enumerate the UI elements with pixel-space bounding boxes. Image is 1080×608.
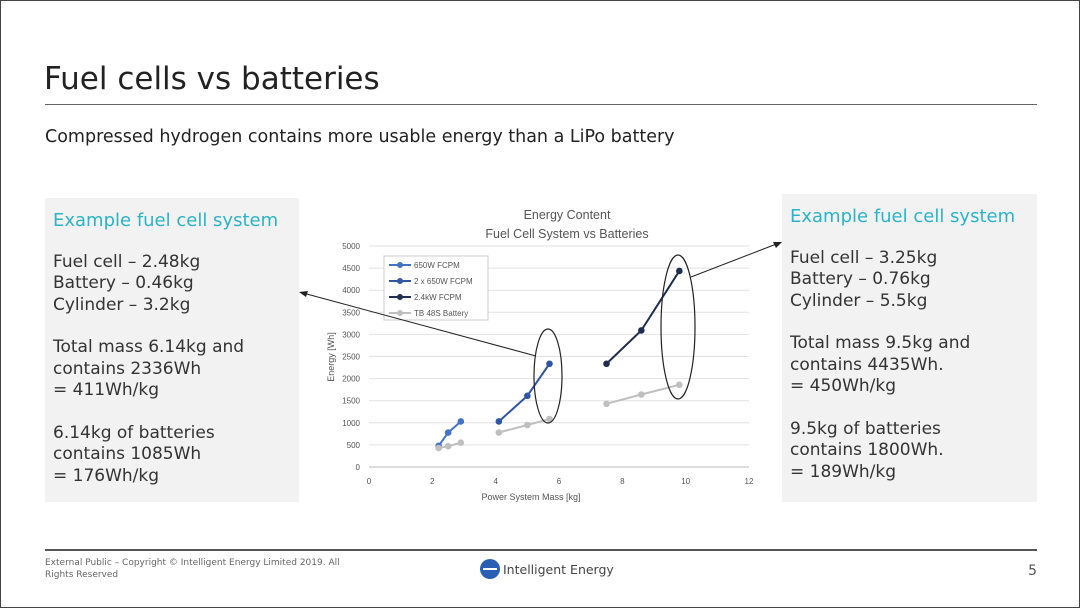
series-line	[498, 363, 551, 423]
title-divider	[45, 104, 1037, 105]
data-point	[546, 360, 553, 368]
y-tick-label: 2500	[342, 353, 360, 362]
slide-subtitle: Compressed hydrogen contains more usable…	[45, 127, 675, 147]
right-batteries: 9.5kg of batteries contains 1800Wh. = 189W…	[790, 418, 944, 482]
y-tick-label: 0	[356, 463, 361, 472]
left-batteries: 6.14kg of batteries contains 1085Wh = 176W…	[53, 422, 215, 486]
data-point	[603, 400, 610, 408]
highlight-ellipse-right	[660, 254, 696, 400]
x-tick-label: 2	[430, 477, 435, 486]
data-point	[457, 439, 465, 446]
series-line	[606, 383, 680, 405]
series-line	[437, 420, 462, 447]
y-tick-label: 3500	[342, 308, 360, 317]
data-point	[444, 429, 452, 436]
data-point	[546, 415, 553, 423]
y-tick-label: 1500	[342, 397, 360, 406]
x-axis-label: Power System Mass [kg]	[481, 492, 580, 502]
legend-box	[383, 255, 489, 321]
legend-marker	[397, 294, 403, 300]
left-box-heading: Example fuel cell system	[53, 210, 279, 231]
x-tick-label: 6	[557, 477, 562, 486]
data-point	[524, 392, 531, 400]
x-tick-label: 8	[620, 477, 625, 486]
footer-divider	[45, 549, 1037, 551]
arrowhead-left-icon	[299, 291, 308, 297]
legend-label: 650W FCPM	[414, 261, 460, 270]
page-number: 5	[1028, 563, 1037, 579]
data-point	[435, 442, 442, 450]
y-tick-label: 2000	[342, 375, 360, 384]
logo-globe-icon	[480, 559, 500, 579]
arrowhead-right-icon	[773, 242, 782, 248]
callout-arrow-left	[302, 292, 537, 357]
data-point	[444, 442, 452, 450]
y-tick-label: 1000	[342, 419, 360, 428]
callout-arrow-right	[690, 242, 780, 278]
data-point	[495, 418, 503, 425]
data-point	[524, 421, 531, 429]
y-tick-label: 5000	[342, 242, 360, 251]
left-total: Total mass 6.14kg and contains 2336Wh = 41…	[53, 337, 245, 400]
series-line	[498, 418, 550, 434]
legend-label: 2 x 650W FCPM	[414, 277, 473, 286]
legend-label: TB 48S Battery	[414, 309, 468, 318]
series-line	[438, 441, 462, 449]
x-tick-label: 0	[367, 477, 372, 486]
chart-title-line2: Fuel Cell System vs Batteries	[485, 227, 648, 241]
y-tick-label: 3000	[342, 330, 360, 339]
left-components: Fuel cell – 2.48kg Battery – 0.46kg Cylind…	[53, 251, 201, 315]
highlight-ellipse-left	[533, 328, 563, 424]
legend-label: 2.4kW FCPM	[414, 293, 462, 302]
data-point	[676, 267, 683, 275]
company-logo: Intelligent Energy	[480, 559, 614, 579]
y-tick-label: 4000	[342, 286, 360, 295]
y-tick-label: 4500	[342, 264, 360, 273]
right-total: Total mass 9.5kg and contains 4435Wh. = 45…	[790, 333, 971, 396]
series-line	[605, 270, 681, 365]
data-point	[638, 391, 645, 398]
y-axis-label: Energy [Wh]	[326, 332, 336, 382]
right-components: Fuel cell – 3.25kg Battery – 0.76kg Cylind…	[790, 247, 938, 311]
chart-title-line1: Energy Content	[524, 208, 611, 222]
data-point	[457, 418, 465, 425]
x-tick-label: 4	[493, 477, 498, 486]
right-box-heading: Example fuel cell system	[790, 206, 1016, 227]
legend-marker	[397, 262, 403, 268]
right-info-box: Example fuel cell system Fuel cell – 3.2…	[782, 194, 1037, 502]
slide-title: Fuel cells vs batteries	[44, 61, 380, 97]
data-point	[676, 381, 683, 389]
legend-marker	[397, 310, 403, 316]
data-point	[435, 444, 442, 452]
copyright-text: External Public – Copyright © Intelligen…	[45, 558, 340, 580]
data-point	[495, 429, 503, 436]
left-info-box: Example fuel cell system Fuel cell – 2.4…	[45, 198, 299, 502]
x-tick-label: 12	[745, 477, 754, 486]
y-tick-label: 500	[347, 441, 361, 450]
logo-text: Intelligent Energy	[503, 561, 614, 577]
data-point	[603, 360, 610, 368]
legend-marker	[397, 278, 403, 284]
data-point	[638, 327, 645, 334]
x-tick-label: 10	[681, 477, 690, 486]
